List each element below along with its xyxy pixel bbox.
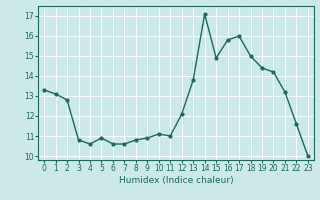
X-axis label: Humidex (Indice chaleur): Humidex (Indice chaleur)	[119, 176, 233, 185]
